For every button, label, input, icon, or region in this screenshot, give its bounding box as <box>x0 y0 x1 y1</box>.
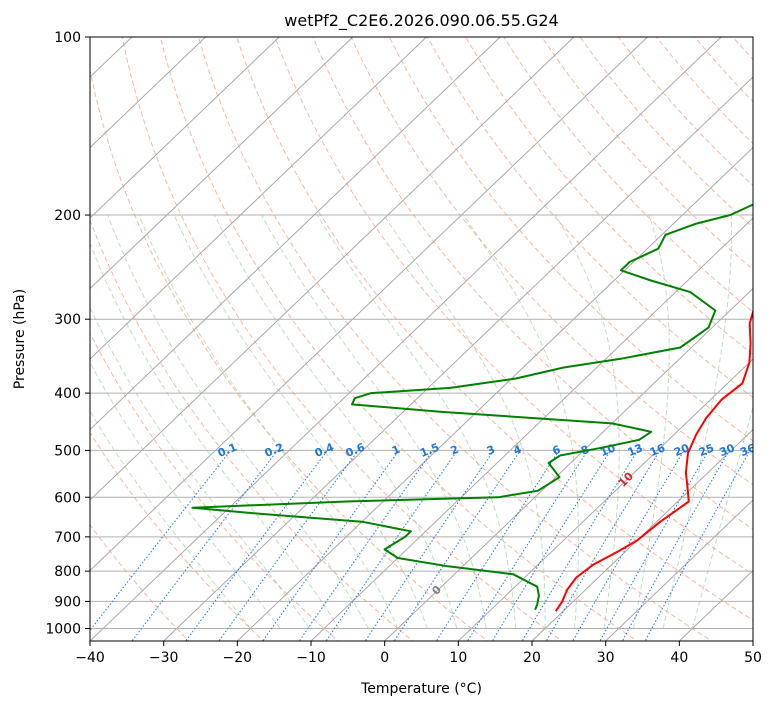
mixing-ratio-line <box>393 450 521 641</box>
x-tick-label: 30 <box>597 650 615 666</box>
isotherm-line <box>605 499 753 641</box>
dry-adiabat <box>427 37 753 399</box>
moist-adiabat <box>662 214 732 629</box>
mixing-ratio-lines <box>90 450 751 641</box>
mixing-ratio-label: 36 <box>738 441 757 459</box>
mixing-ratio-line <box>298 450 434 641</box>
moist-adiabat <box>316 214 517 629</box>
sounding-series <box>191 203 753 612</box>
chart-title: wetPf2_C2E6.2026.090.06.55.G24 <box>284 11 558 31</box>
isotherm-line <box>90 37 722 641</box>
dry-adiabat <box>350 37 753 486</box>
x-tick-label: −10 <box>296 650 326 666</box>
moist-adiabat <box>107 214 369 629</box>
isotherm-line <box>90 37 575 501</box>
isotherm-line <box>90 37 648 572</box>
x-tick-label: 40 <box>670 650 688 666</box>
y-tick-label: 100 <box>54 30 81 46</box>
isotherm-line <box>90 37 206 149</box>
y-tick-label: 900 <box>54 594 81 610</box>
y-tick-label: 200 <box>54 208 81 224</box>
dry-adiabat <box>121 37 564 641</box>
y-tick-label: 500 <box>54 443 81 459</box>
x-tick-label: −20 <box>223 650 253 666</box>
dry-adiabat <box>312 37 753 530</box>
mixing-ratio-line <box>131 450 278 641</box>
mixing-ratio-line <box>466 450 589 641</box>
isotherm-line <box>90 37 280 219</box>
x-tick-label: 0 <box>380 650 389 666</box>
moist-adiabat <box>214 214 458 629</box>
isotherm-line <box>236 146 753 641</box>
plot-area: -100-90-80-70-60-50-40-30-20-10010203040… <box>90 37 757 641</box>
isotherm-line <box>90 37 354 290</box>
mixing-ratio-label: 16 <box>648 441 667 459</box>
x-tick-label: 50 <box>744 650 762 666</box>
y-tick-label: 300 <box>54 312 81 328</box>
mixing-ratio-line <box>545 450 661 641</box>
mixing-ratio-line <box>218 450 359 641</box>
x-tick-label: 20 <box>523 650 541 666</box>
moist-adiabat <box>633 214 670 629</box>
mixing-ratio-line <box>491 450 611 641</box>
dry-adiabat <box>274 37 753 576</box>
plot-frame <box>89 36 754 642</box>
mixing-ratio-label: 30 <box>717 441 736 459</box>
y-tick-label: 700 <box>54 530 81 546</box>
temperature-line <box>554 308 753 612</box>
mixing-ratio-line <box>364 450 495 641</box>
x-tick-label: −30 <box>149 650 179 666</box>
x-axis-ticks: −40 −30 −20 −10 0 10 20 30 40 50 <box>75 641 762 666</box>
mixing-ratio-label: 25 <box>697 441 716 459</box>
moist-adiabat <box>90 306 310 629</box>
y-tick-label: 1000 <box>45 621 81 637</box>
y-tick-label: 600 <box>54 490 81 506</box>
mixing-ratio-label: 13 <box>626 441 645 459</box>
mixing-ratio-line <box>572 450 685 641</box>
y-axis-label: Pressure (hPa) <box>12 289 28 389</box>
mixing-ratio-line <box>262 450 400 641</box>
isotherm-line <box>90 37 501 431</box>
isotherm-line <box>457 358 753 641</box>
mixing-ratio-label: 2 <box>449 443 461 458</box>
isotherm-line <box>163 76 753 641</box>
y-axis-ticks: 100 200 300 400 500 600 700 800 900 1000 <box>45 30 90 637</box>
mixing-ratio-label: 20 <box>672 441 691 459</box>
x-axis-label: Temperature (°C) <box>360 681 482 697</box>
mixing-ratio-line <box>521 450 639 641</box>
mixing-ratio-line <box>185 450 328 641</box>
y-tick-label: 400 <box>54 386 81 402</box>
isotherm-line <box>90 37 427 360</box>
x-tick-label: 10 <box>449 650 467 666</box>
dry-adiabat <box>503 37 753 313</box>
x-tick-label: −40 <box>75 650 105 666</box>
dewpoint-line <box>191 203 753 611</box>
mixing-ratio-line <box>325 450 458 641</box>
mixing-ratio-label: 3 <box>485 443 497 458</box>
mixing-ratio-label: 1 <box>390 443 402 458</box>
y-tick-label: 800 <box>54 564 81 580</box>
isotherm-line <box>384 287 753 641</box>
isotherm-line <box>310 217 753 641</box>
